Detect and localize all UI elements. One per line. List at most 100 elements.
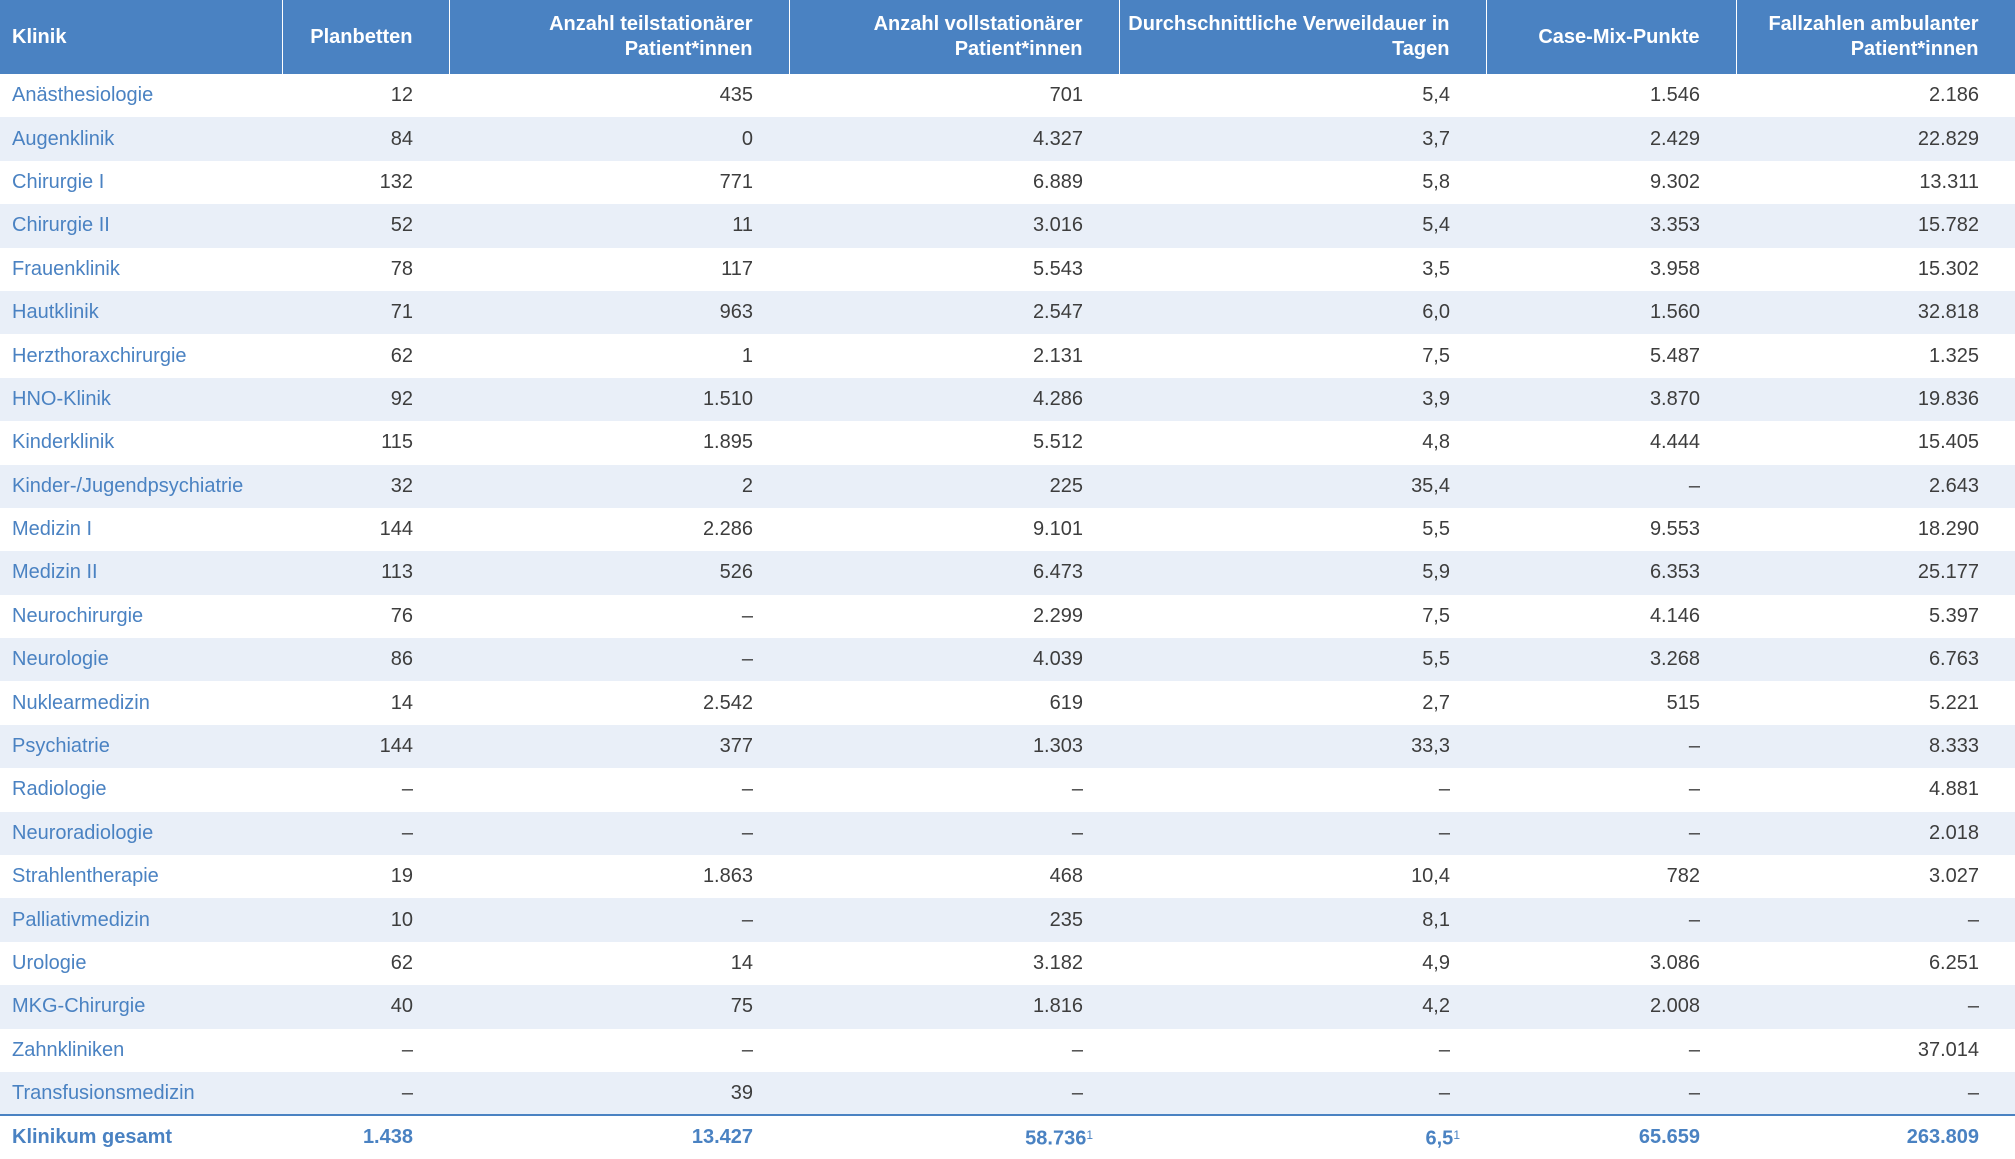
cell-klinik: Strahlentherapie [12,865,159,888]
cell-vollstationaer: 4.286 [1032,387,1083,410]
total-case-mix: 65.659 [1638,1126,1700,1149]
cell-ambulant: 18.290 [1917,518,1979,541]
cell-ambulant: 1.325 [1928,344,1979,367]
cell-klinik: Chirurgie I [12,170,105,193]
cell-klinik: Neuroradiologie [12,821,154,844]
table-row: Neuroradiologie – – – – – 2.018 [0,811,2015,856]
cell-ambulant: 5.397 [1928,604,1979,627]
total-vollstationaer: 58.7361 [789,1115,1119,1159]
cell-vollstationaer: 3.016 [1032,214,1083,237]
cell-teilstationaer: 14 [730,952,753,974]
cell-vollstationaer: 1.816 [1032,995,1083,1018]
cell-teilstationaer: 435 [719,84,753,107]
cell-ambulant: 2.018 [1928,821,1979,844]
cell-klinik: Frauenklinik [12,257,120,280]
cell-teilstationaer: 963 [719,301,753,324]
cell-ambulant: 6.251 [1928,952,1979,974]
cell-klinik: Psychiatrie [12,735,110,758]
cell-planbetten: 84 [390,127,413,150]
cell-planbetten: – [401,1038,413,1061]
cell-ambulant: 22.829 [1917,127,1979,150]
cell-planbetten: 113 [381,561,413,584]
cell-case-mix: – [1688,1081,1700,1104]
cell-case-mix: – [1688,908,1700,931]
cell-verweildauer: 3,7 [1422,127,1450,150]
total-planbetten: 1.438 [362,1126,413,1149]
cell-ambulant: 37.014 [1917,1038,1979,1061]
cell-klinik: Neurochirurgie [12,604,144,627]
cell-verweildauer: 6,0 [1422,301,1450,324]
table-row: HNO-Klinik 92 1.510 4.286 3,9 3.870 19.836 [0,377,2015,422]
cell-case-mix: 9.302 [1649,170,1700,193]
cell-verweildauer: 4,9 [1422,952,1450,974]
cell-planbetten: 144 [379,518,413,541]
total-teilstationaer: 13.427 [691,1126,753,1149]
cell-planbetten: 86 [390,648,413,671]
cell-vollstationaer: 6.889 [1032,170,1083,193]
header-klinik: Klinik [0,0,283,74]
cell-klinik: Radiologie [12,778,107,801]
header-teilstationaer: Anzahl teilstationärer Patient*innen [449,0,790,74]
cell-verweildauer: 5,4 [1422,84,1450,107]
cell-klinik: Augenklinik [12,127,115,150]
cell-vollstationaer: 701 [1049,84,1083,107]
cell-klinik: Neurologie [12,648,109,671]
cell-vollstationaer: 225 [1049,474,1083,497]
table-row: Palliativmedizin 10 – 235 8,1 – – [0,898,2015,942]
header-case-mix: Case-Mix-Punkte [1486,0,1737,74]
cell-planbetten: – [401,778,413,801]
cell-verweildauer: 5,9 [1422,561,1450,584]
total-verweildauer: 6,51 [1119,1115,1486,1159]
table-body: Anästhesiologie 12 435 701 5,4 1.546 2.186 Auge… [0,74,2015,1116]
cell-ambulant: 15.782 [1917,214,1979,237]
cell-teilstationaer: – [741,604,753,627]
cell-vollstationaer: 468 [1049,865,1083,888]
cell-verweildauer: – [1438,1081,1450,1104]
cell-klinik: Urologie [12,952,87,974]
cell-planbetten: 115 [381,431,413,454]
cell-teilstationaer: 1.895 [702,431,753,454]
cell-case-mix: 515 [1666,691,1700,714]
table-row: Augenklinik 84 0 4.327 3,7 2.429 22.829 [0,117,2015,161]
table-row: Chirurgie I 132 771 6.889 5,8 9.302 13.311 [0,161,2015,204]
cell-case-mix: – [1688,821,1700,844]
cell-klinik: Medizin I [12,518,93,541]
cell-case-mix: 3.086 [1649,952,1700,974]
cell-klinik: Kinderklinik [12,431,115,454]
cell-ambulant: 3.027 [1928,865,1979,888]
table-row: Herzthoraxchirurgie 62 1 2.131 7,5 5.487 1.325 [0,334,2015,377]
cell-vollstationaer: – [1071,778,1083,801]
cell-teilstationaer: 771 [719,170,753,193]
cell-klinik: Kinder-/Jugendpsychiatrie [12,474,244,497]
cell-klinik: Transfusionsmedizin [12,1081,195,1104]
table-header: Klinik Planbetten Anzahl teilstationärer… [0,0,2015,74]
cell-vollstationaer: 619 [1049,691,1083,714]
cell-case-mix: – [1688,735,1700,758]
cell-vollstationaer: – [1071,821,1083,844]
cell-teilstationaer: 1.863 [702,865,753,888]
cell-planbetten: 14 [390,691,413,714]
cell-klinik: Medizin II [12,561,98,584]
cell-teilstationaer: 1.510 [702,387,753,410]
cell-ambulant: 5.221 [1928,691,1979,714]
cell-planbetten: 71 [390,301,413,324]
cell-case-mix: 5.487 [1649,344,1700,367]
table-row: Kinderklinik 115 1.895 5.512 4,8 4.444 15.405 [0,421,2015,464]
cell-verweildauer: 2,7 [1422,691,1450,714]
total-row: Klinikum gesamt 1.438 13.427 58.7361 6,5… [0,1115,2015,1159]
table-row: Radiologie – – – – – 4.881 [0,768,2015,811]
cell-ambulant: 2.186 [1928,84,1979,107]
cell-planbetten: 76 [390,604,413,627]
cell-teilstationaer: 11 [732,214,753,237]
cell-verweildauer: 33,3 [1411,735,1450,758]
cell-ambulant: – [1967,908,1979,931]
cell-case-mix: 4.146 [1649,604,1700,627]
table-row: Anästhesiologie 12 435 701 5,4 1.546 2.186 [0,74,2015,117]
table-row: Urologie 62 14 3.182 4,9 3.086 6.251 [0,942,2015,985]
cell-case-mix: 4.444 [1649,431,1700,454]
cell-klinik: MKG-Chirurgie [12,995,146,1018]
cell-case-mix: – [1688,1038,1700,1061]
table-row: Nuklearmedizin 14 2.542 619 2,7 515 5.221 [0,681,2015,724]
cell-case-mix: 782 [1666,865,1700,888]
cell-klinik: Chirurgie II [12,214,110,237]
